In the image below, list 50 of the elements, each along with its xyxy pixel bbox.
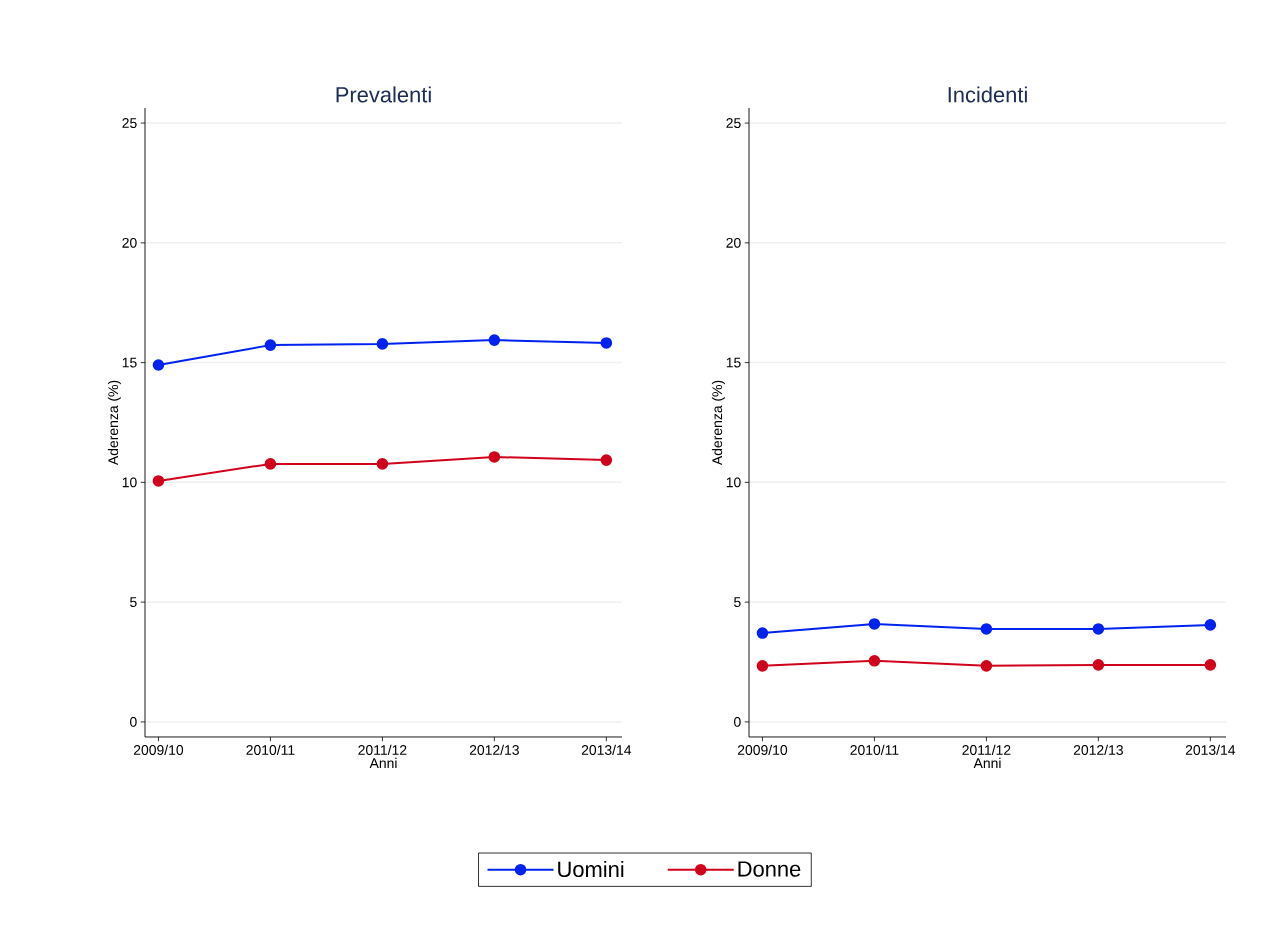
x-tick-label: 2010/11 xyxy=(246,744,295,755)
y-tick-label: 10 xyxy=(726,477,741,488)
y-axis-title: Aderenza (%) xyxy=(107,380,121,466)
x-tick-label: 2009/10 xyxy=(133,744,184,755)
point xyxy=(600,337,613,349)
x-tick-label: 2011/12 xyxy=(358,744,407,755)
point xyxy=(600,454,613,466)
x-tick-label: 2013/14 xyxy=(1185,744,1236,755)
y-tick-label: 0 xyxy=(734,716,741,727)
chart-title: Incidenti xyxy=(948,86,1027,103)
x-tick-label: 2011/12 xyxy=(962,744,1011,755)
legend-label: Uomini xyxy=(558,861,624,878)
x-axis-title: Anni xyxy=(369,757,397,768)
y-tick-label: 10 xyxy=(122,477,137,488)
point xyxy=(488,451,501,463)
point xyxy=(488,334,501,346)
y-tick-label: 20 xyxy=(726,237,741,248)
point xyxy=(756,627,769,639)
point xyxy=(1092,659,1105,671)
legend-label: Donne xyxy=(738,861,801,877)
y-tick-label: 0 xyxy=(130,716,137,727)
point xyxy=(264,339,277,351)
x-tick-label: 2009/10 xyxy=(737,744,788,755)
y-axis-title: Aderenza (%) xyxy=(711,380,725,466)
y-tick-label: 20 xyxy=(122,237,137,248)
x-axis-title: Anni xyxy=(973,757,1001,768)
point xyxy=(152,475,165,487)
y-tick-label: 5 xyxy=(734,597,741,607)
point xyxy=(376,338,389,350)
point xyxy=(152,359,165,371)
point xyxy=(756,660,769,672)
point xyxy=(376,458,389,470)
point xyxy=(1204,619,1217,631)
y-tick-label: 15 xyxy=(122,357,137,368)
y-tick-label: 15 xyxy=(726,357,741,368)
point xyxy=(868,655,881,667)
point xyxy=(980,623,993,635)
x-tick-label: 2012/13 xyxy=(469,744,519,755)
point xyxy=(1204,659,1217,671)
point xyxy=(980,660,993,672)
y-tick-label: 5 xyxy=(130,597,137,607)
x-tick-label: 2013/14 xyxy=(581,744,632,755)
chart-title: Prevalenti xyxy=(336,86,431,103)
y-tick-label: 25 xyxy=(726,118,741,129)
x-tick-label: 2012/13 xyxy=(1073,744,1123,755)
x-tick-label: 2010/11 xyxy=(850,744,899,755)
point xyxy=(1092,623,1105,635)
point xyxy=(868,618,881,630)
y-tick-label: 25 xyxy=(122,118,137,129)
point xyxy=(264,458,277,470)
